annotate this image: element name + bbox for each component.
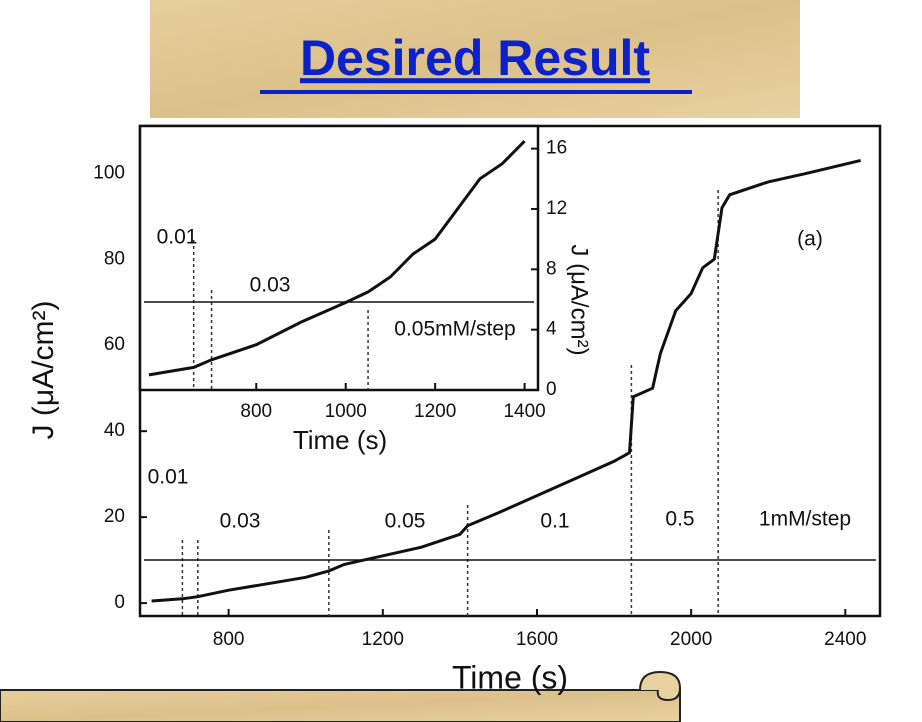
y-tick-label: 0 bbox=[546, 379, 557, 400]
y-tick-label: 80 bbox=[104, 248, 125, 269]
annotation: 0.5 bbox=[665, 508, 694, 531]
y-tick-label: 0 bbox=[114, 592, 125, 613]
annotation: 1mM/step bbox=[759, 508, 851, 531]
plot-frame bbox=[138, 124, 540, 392]
y-tick-label: 20 bbox=[104, 506, 125, 527]
x-tick-label: 2400 bbox=[824, 629, 866, 650]
x-tick-label: 800 bbox=[213, 629, 245, 650]
y-tick-label: 8 bbox=[546, 258, 557, 279]
x-axis-title: Time (s) bbox=[293, 425, 387, 455]
y-tick-label: 40 bbox=[104, 420, 125, 441]
x-tick-label: 1200 bbox=[362, 629, 404, 650]
y-axis-title: J (μA/cm²) bbox=[27, 301, 60, 440]
x-tick-label: 1400 bbox=[503, 401, 545, 422]
annotation: 0.01 bbox=[157, 226, 198, 249]
x-tick-label: 800 bbox=[240, 401, 272, 422]
annotation: 0.05 bbox=[385, 510, 426, 533]
title-banner bbox=[150, 0, 800, 118]
bottom-scroll bbox=[0, 670, 682, 722]
x-tick-label: 1600 bbox=[516, 629, 558, 650]
x-tick-label: 2000 bbox=[670, 629, 712, 650]
y-tick-label: 12 bbox=[546, 198, 567, 219]
y-axis-title: J (μA/cm²) bbox=[566, 244, 593, 355]
slide-title: Desired Result bbox=[300, 30, 650, 86]
y-tick-label: 60 bbox=[104, 334, 125, 355]
annotation: 0.01 bbox=[148, 466, 189, 489]
annotation: 0.1 bbox=[540, 510, 569, 533]
y-tick-label: 4 bbox=[546, 319, 557, 340]
x-tick-label: 1000 bbox=[325, 401, 367, 422]
x-tick-label: 1200 bbox=[414, 401, 456, 422]
annotation: 0.05mM/step bbox=[394, 318, 515, 341]
y-tick-label: 16 bbox=[546, 138, 567, 159]
data-line bbox=[151, 158, 862, 603]
data-line bbox=[148, 140, 526, 377]
y-tick-label: 100 bbox=[93, 162, 125, 183]
annotation: 0.03 bbox=[220, 510, 261, 533]
annotation: (a) bbox=[797, 228, 823, 251]
x-axis-title: Time (s) bbox=[452, 659, 568, 695]
annotation: 0.03 bbox=[250, 274, 291, 297]
